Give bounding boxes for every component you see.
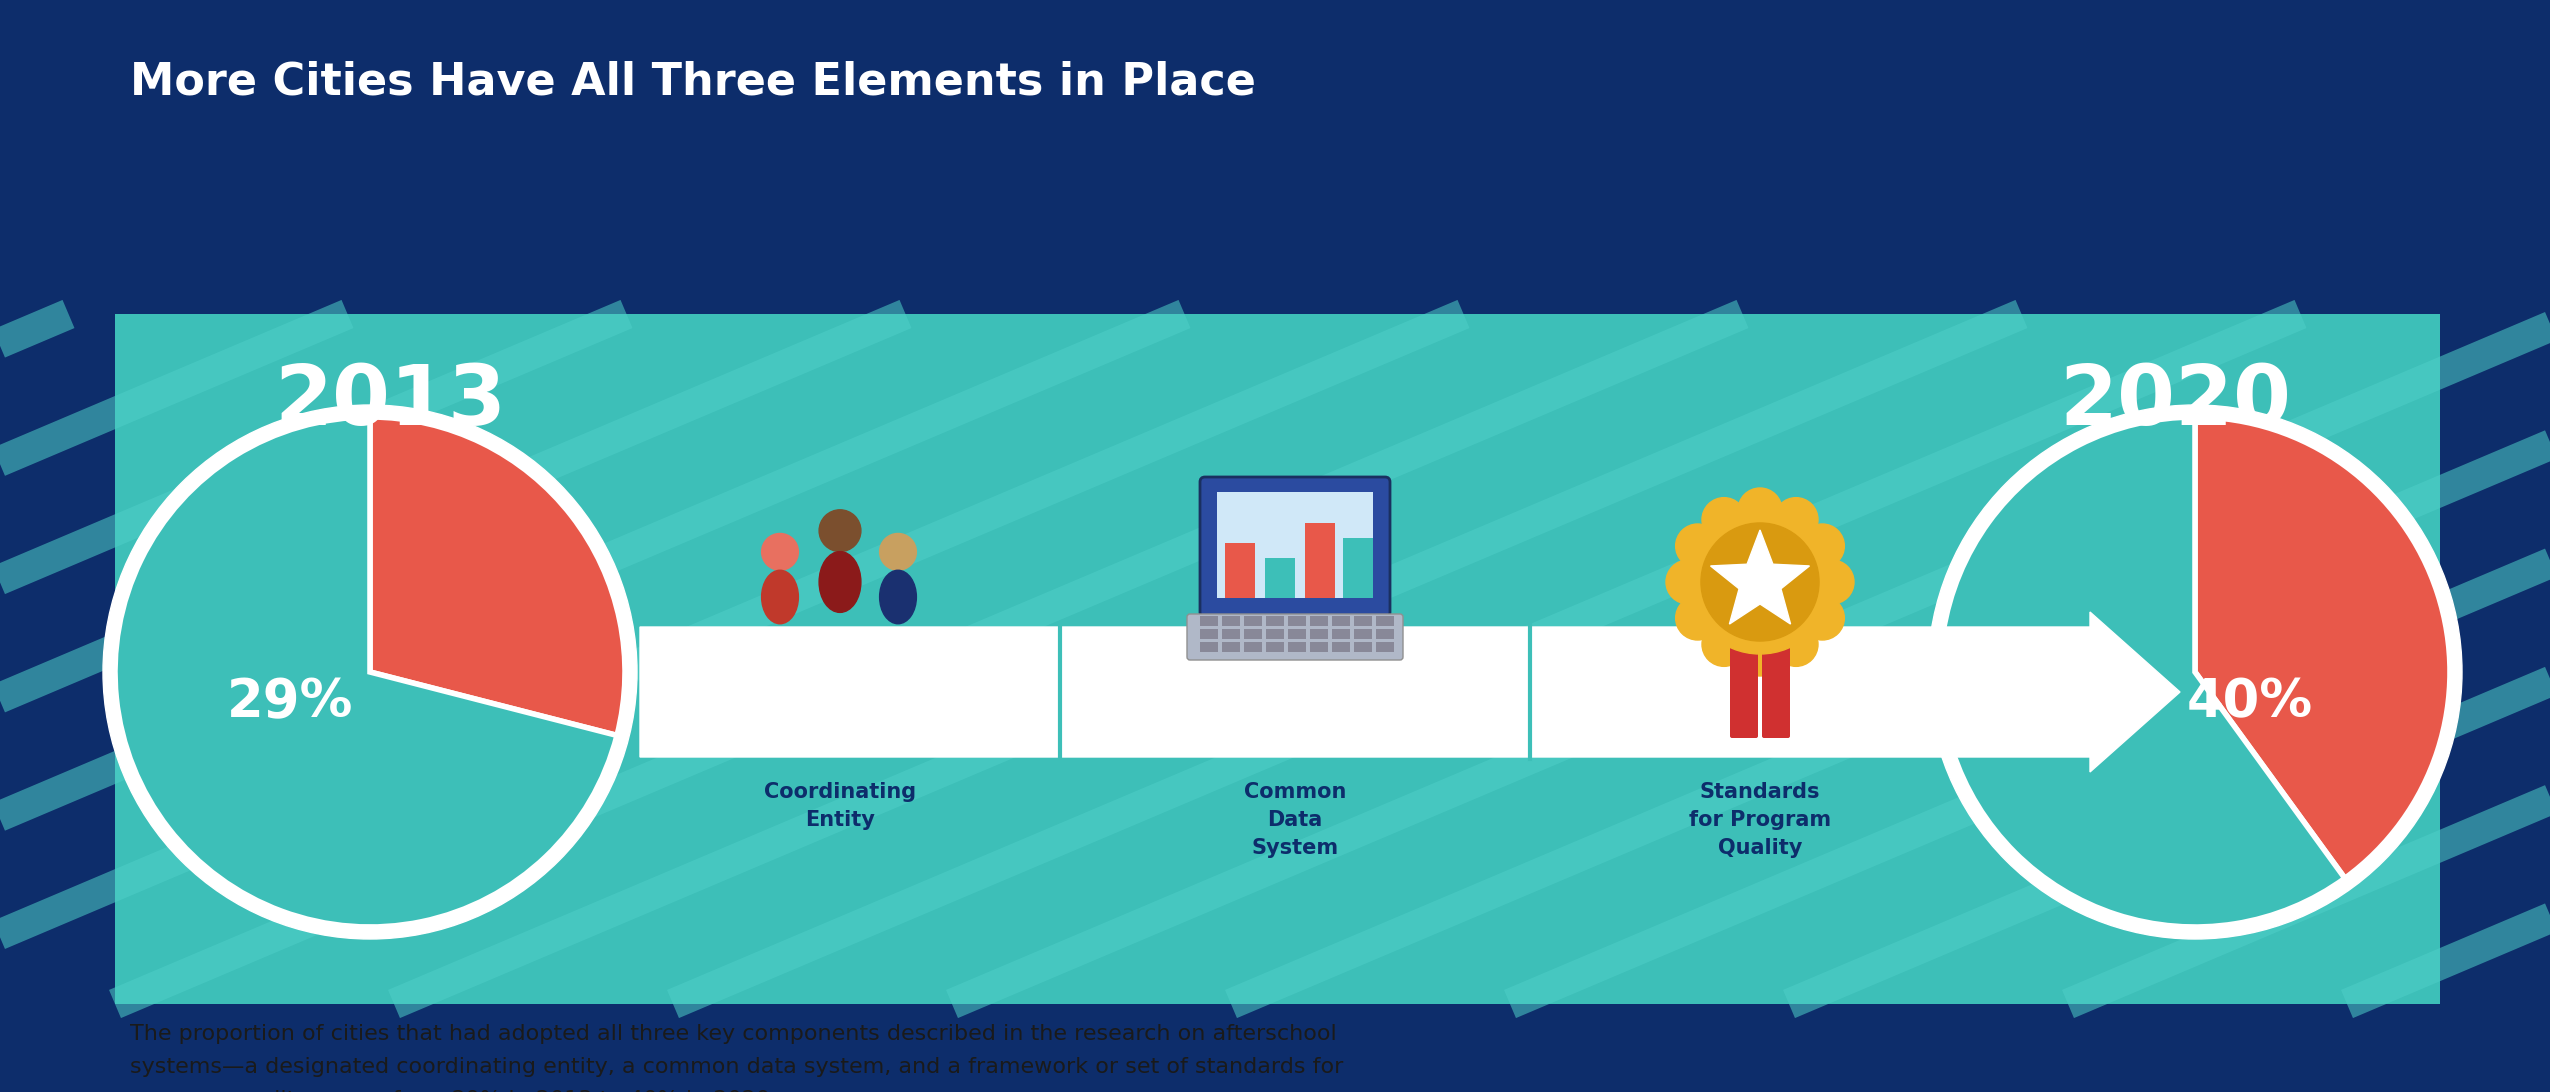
Bar [1201,642,1219,652]
Bar [1265,642,1285,652]
Bar [115,314,2440,1004]
Circle shape [1739,632,1782,676]
Circle shape [1928,405,2461,939]
Text: The proportion of cities that had adopted all three key components described in : The proportion of cities that had adopte… [130,1024,1344,1092]
Text: More Cities Have All Three Elements in Place: More Cities Have All Three Elements in P… [130,60,1255,104]
Text: 2013: 2013 [273,361,505,442]
Bar [1201,616,1219,626]
Text: 40%: 40% [2188,676,2313,728]
Circle shape [1810,560,1854,604]
Circle shape [1675,524,1719,568]
Text: 29%: 29% [227,676,354,728]
Bar [1216,492,1372,598]
Circle shape [1701,523,1818,641]
Circle shape [819,510,862,551]
Circle shape [1688,510,1831,654]
Bar [1311,616,1329,626]
Wedge shape [115,417,617,927]
Circle shape [102,405,638,939]
Circle shape [1701,498,1747,542]
Bar [1265,616,1285,626]
Bar [1354,629,1372,639]
Bar [1221,642,1239,652]
Bar [1265,629,1285,639]
Bar [1331,642,1349,652]
Circle shape [880,534,915,570]
FancyBboxPatch shape [1201,477,1390,617]
Text: 2020: 2020 [2058,361,2290,442]
Bar [1224,543,1255,598]
Bar [1221,629,1239,639]
Ellipse shape [819,551,862,613]
Bar [1344,538,1372,598]
Circle shape [1675,596,1719,640]
Wedge shape [370,417,625,735]
Bar [1377,616,1395,626]
Bar [1377,642,1395,652]
Text: Common
Data
System: Common Data System [1244,782,1346,858]
Bar [1311,629,1329,639]
Circle shape [1739,488,1782,532]
Wedge shape [1941,417,2346,927]
Wedge shape [2196,417,2451,878]
Bar [1244,616,1262,626]
Text: Standards
for Program
Quality: Standards for Program Quality [1688,782,1831,858]
Circle shape [1701,622,1747,666]
Circle shape [1800,596,1844,640]
Bar [1221,616,1239,626]
FancyArrow shape [640,612,2180,772]
FancyBboxPatch shape [1729,644,1757,738]
Bar [1377,629,1395,639]
FancyBboxPatch shape [1186,614,1402,660]
Text: Coordinating
Entity: Coordinating Entity [765,782,915,830]
Bar [1331,616,1349,626]
Bar [1288,629,1306,639]
Bar [1331,629,1349,639]
Polygon shape [1711,530,1810,624]
Circle shape [1800,524,1844,568]
Bar [1201,629,1219,639]
Bar [1244,642,1262,652]
Bar [1244,629,1262,639]
Bar [1265,558,1295,598]
FancyBboxPatch shape [1762,644,1790,738]
Bar [1354,616,1372,626]
Circle shape [1775,622,1818,666]
Circle shape [1665,560,1711,604]
Bar [1288,642,1306,652]
Bar [1311,642,1329,652]
Bar [1306,523,1336,598]
Bar [1288,616,1306,626]
Circle shape [762,534,798,570]
Ellipse shape [762,570,798,624]
Ellipse shape [880,570,915,624]
Circle shape [1775,498,1818,542]
Bar [1354,642,1372,652]
